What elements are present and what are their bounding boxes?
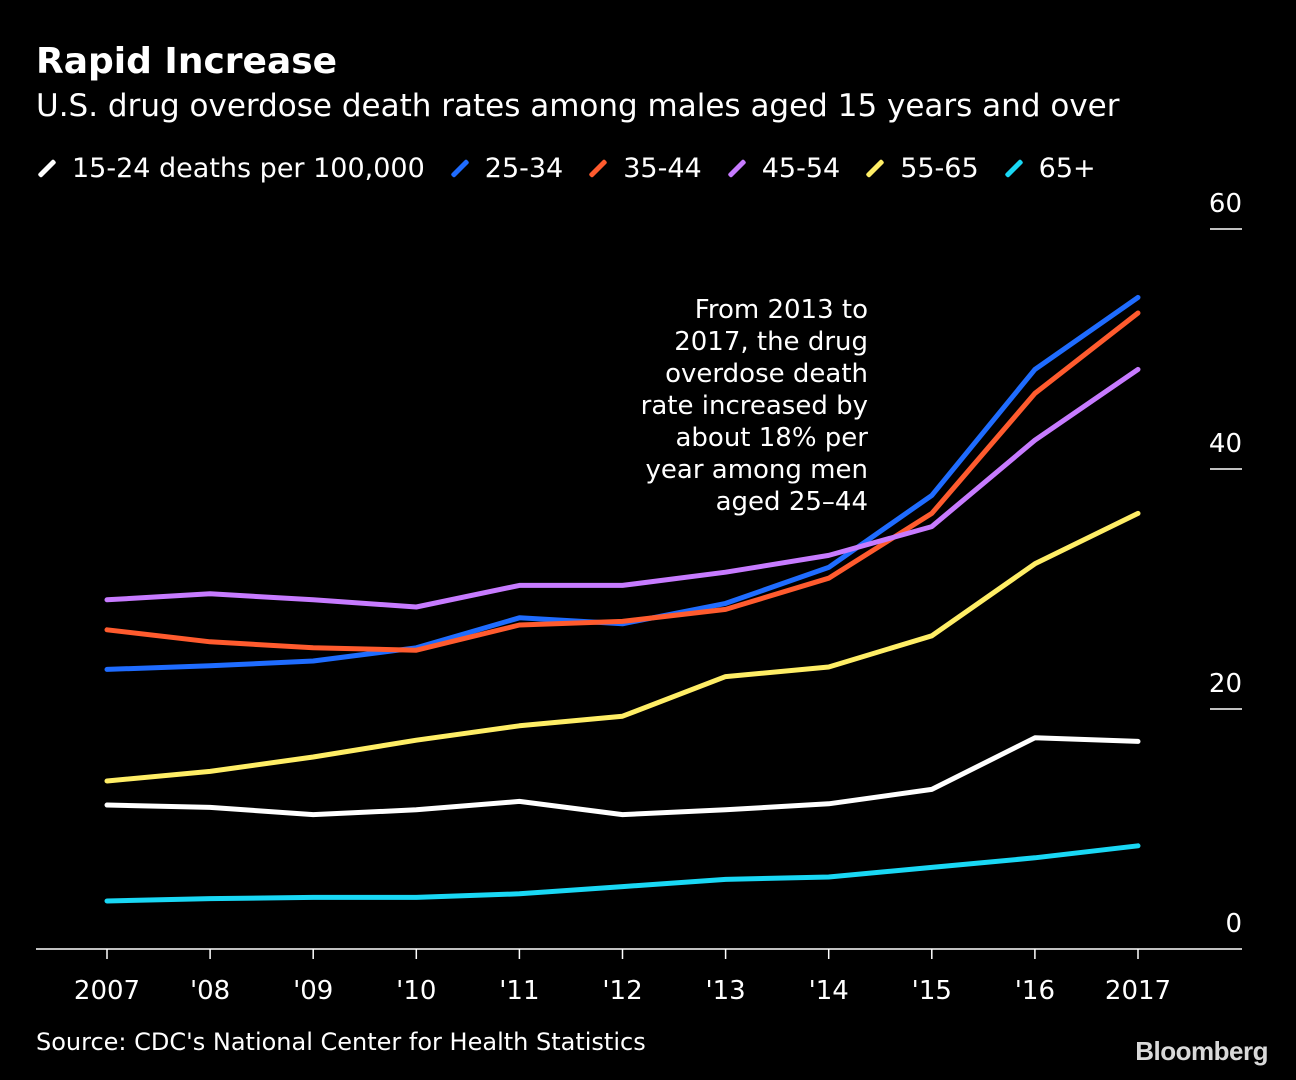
x-tick-label: '10: [396, 976, 436, 1006]
x-tick-label: 2007: [74, 976, 140, 1006]
y-tick-label: 0: [1225, 909, 1242, 939]
annotation-line: overdose death: [665, 359, 868, 389]
x-tick-label: '12: [602, 976, 642, 1006]
annotation-line: year among men: [646, 455, 869, 485]
y-tick-label: 40: [1209, 429, 1242, 459]
x-tick-label: '15: [912, 976, 952, 1006]
legend-item: 45-54: [726, 153, 840, 184]
chart-subtitle: U.S. drug overdose death rates among mal…: [36, 88, 1120, 124]
legend: 15-24 deaths per 100,000 25-34 35-44 45-54 5…: [36, 150, 1120, 186]
annotation-line: rate increased by: [641, 391, 868, 421]
x-tick-label: '08: [190, 976, 230, 1006]
series-line-45-54: [104, 366, 1141, 610]
series-line-35-44: [104, 310, 1141, 653]
legend-label: 65+: [1038, 152, 1096, 184]
chart-title: Rapid Increase: [36, 41, 338, 82]
x-axis: 2007 '08 '09 '10 '11 '12 '13 '14 '15 '16 2017: [36, 948, 1242, 1006]
legend-item: 15-24 deaths per 100,000: [36, 153, 425, 184]
series-line-55-65: [104, 510, 1141, 784]
legend-label: 55-65: [900, 152, 979, 184]
legend-label: 45-54: [761, 152, 841, 184]
legend-label: 35-44: [623, 152, 702, 184]
x-tick-label: 2017: [1105, 976, 1171, 1006]
legend-item: 55-65: [864, 152, 979, 184]
x-tick-label: '14: [809, 976, 849, 1006]
series-lines: [104, 294, 1141, 904]
x-tick-label: '16: [1015, 976, 1055, 1006]
x-tick-label: '13: [705, 976, 745, 1006]
y-axis: 0 20 40 60: [1209, 189, 1242, 939]
y-tick-label: 20: [1209, 669, 1242, 699]
legend-item: 65+: [1003, 153, 1096, 184]
annotation-line: From 2013 to: [695, 295, 868, 325]
x-tick-label: '09: [293, 976, 333, 1006]
annotation-line: about 18% per: [675, 423, 868, 453]
series-line-15-24: [104, 735, 1141, 818]
bloomberg-logo: Bloomberg: [1135, 1036, 1268, 1066]
source-note: Source: CDC's National Center for Health…: [36, 1028, 646, 1056]
y-tick-label: 60: [1209, 189, 1242, 219]
annotation-line: aged 25–44: [716, 487, 868, 517]
legend-item: 25-34: [449, 153, 563, 184]
legend-item: 35-44: [587, 152, 702, 184]
annotation-line: 2017, the drug: [674, 327, 868, 357]
series-line-65+: [104, 843, 1141, 904]
legend-label: 15-24 deaths per 100,000: [72, 152, 425, 184]
x-tick-label: '11: [499, 976, 539, 1006]
legend-label: 25-34: [484, 152, 564, 184]
